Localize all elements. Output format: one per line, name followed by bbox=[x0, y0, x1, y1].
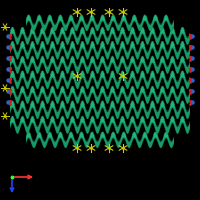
Polygon shape bbox=[10, 71, 190, 89]
Polygon shape bbox=[26, 20, 174, 31]
Polygon shape bbox=[10, 92, 190, 104]
Polygon shape bbox=[10, 101, 190, 119]
Polygon shape bbox=[26, 15, 174, 31]
Polygon shape bbox=[10, 107, 190, 119]
Polygon shape bbox=[10, 27, 190, 45]
Polygon shape bbox=[10, 62, 190, 74]
Polygon shape bbox=[10, 122, 190, 134]
Polygon shape bbox=[10, 41, 190, 59]
Polygon shape bbox=[10, 56, 190, 74]
Polygon shape bbox=[10, 86, 190, 104]
Polygon shape bbox=[10, 116, 190, 134]
Polygon shape bbox=[10, 33, 190, 45]
Polygon shape bbox=[10, 47, 190, 59]
Polygon shape bbox=[10, 77, 190, 89]
Polygon shape bbox=[26, 137, 174, 148]
Polygon shape bbox=[26, 132, 174, 148]
